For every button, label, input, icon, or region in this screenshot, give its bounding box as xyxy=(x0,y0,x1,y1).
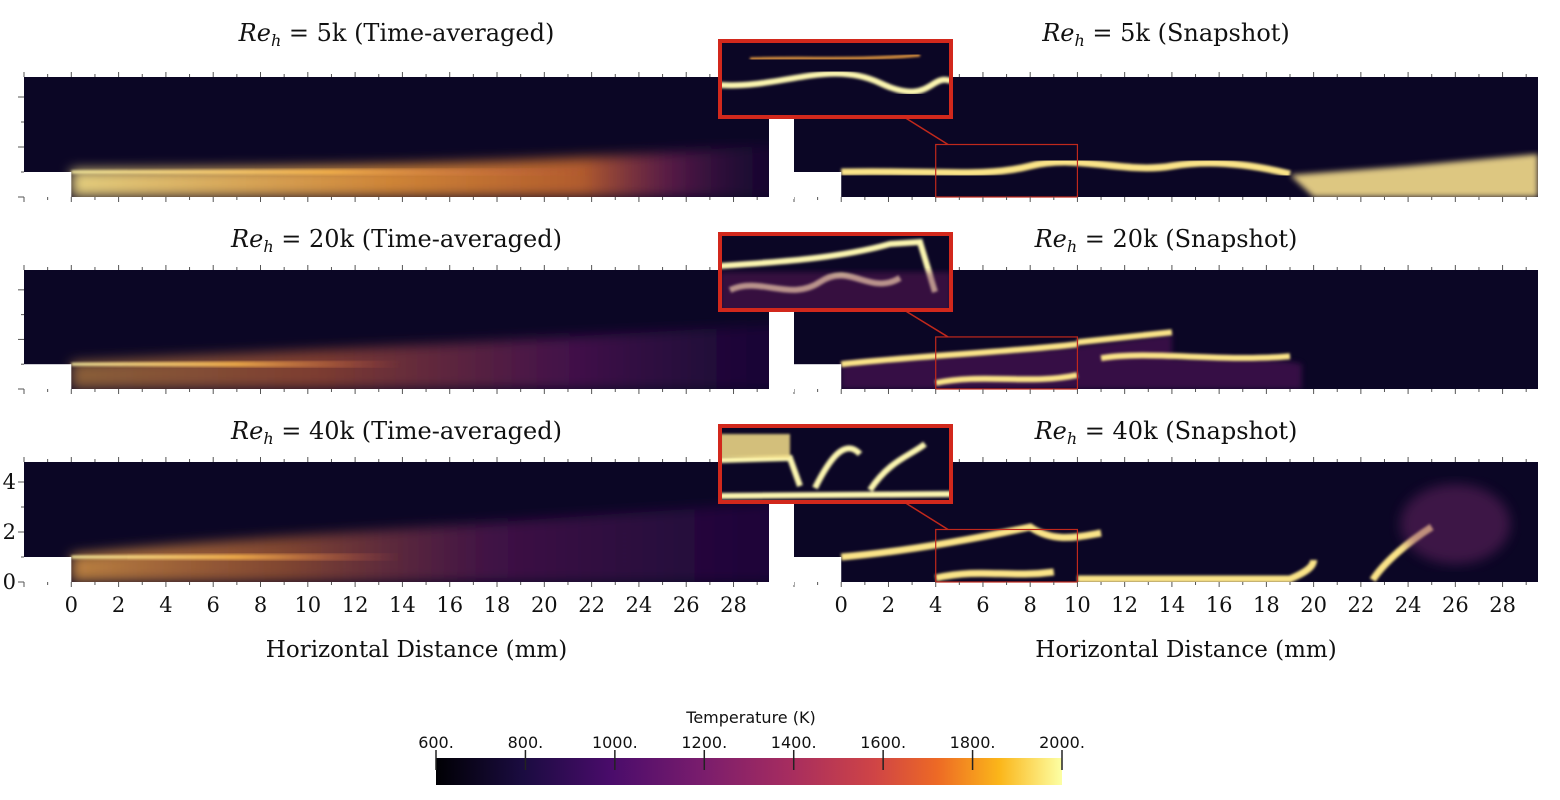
temperature-field xyxy=(840,329,1302,389)
colorbar-tick-label: 1800. xyxy=(950,733,996,752)
temperature-field xyxy=(71,144,769,197)
inlet-step xyxy=(794,557,842,582)
panel-title: Reh = 20k (Time-averaged) xyxy=(230,225,562,256)
x-tick-label: 8 xyxy=(254,593,267,617)
flame-filaments xyxy=(840,523,1434,582)
panel-title: Reh = 40k (Snapshot) xyxy=(1034,417,1298,448)
x-tick-label: 2 xyxy=(882,593,895,617)
x-tick-label: 24 xyxy=(626,593,653,617)
colorbar-title: Temperature (K) xyxy=(685,708,815,727)
colorbar-tick-label: 2000. xyxy=(1039,733,1085,752)
panel-re20-avg: Reh = 20k (Time-averaged) xyxy=(18,225,769,394)
x-tick-label: 28 xyxy=(1489,593,1516,617)
flame-filaments xyxy=(840,329,1291,386)
x-tick-label: 10 xyxy=(294,593,321,617)
mixing-layer xyxy=(841,334,1302,389)
x-tick-label: 4 xyxy=(929,593,942,617)
temperature-field xyxy=(840,484,1511,582)
x-tick-label: 22 xyxy=(578,593,605,617)
mean-jet-plume xyxy=(71,324,769,389)
colorbar-tick-label: 1000. xyxy=(592,733,638,752)
x-tick-label: 16 xyxy=(436,593,463,617)
x-tick-label: 6 xyxy=(976,593,989,617)
hot-pocket xyxy=(1400,484,1511,564)
x-axis-label: Horizontal Distance (mm) xyxy=(1035,637,1336,663)
x-axis-label: Horizontal Distance (mm) xyxy=(266,637,567,663)
y-tick-label: 4 xyxy=(3,470,16,494)
frame-ticks xyxy=(18,265,758,394)
temperature-field xyxy=(841,154,1538,197)
x-tick-label: 8 xyxy=(1024,593,1037,617)
zoom-inset xyxy=(718,424,953,531)
x-tick-label: 6 xyxy=(207,593,220,617)
zoom-inset xyxy=(718,232,953,338)
jet-core xyxy=(71,167,594,177)
colorbar-tick-label: 800. xyxy=(508,733,544,752)
x-tick-label: 26 xyxy=(1442,593,1469,617)
downstream-hot-region xyxy=(1290,154,1538,197)
x-tick-label: 12 xyxy=(1111,593,1138,617)
colorbar xyxy=(436,758,1062,785)
inlet-step xyxy=(24,172,72,197)
x-tick-label: 28 xyxy=(720,593,747,617)
jet-core xyxy=(71,552,404,562)
colorbar-tick-label: 1200. xyxy=(681,733,727,752)
x-tick-label: 0 xyxy=(65,593,78,617)
x-tick-label: 0 xyxy=(835,593,848,617)
panel-title: Reh = 20k (Snapshot) xyxy=(1034,225,1298,256)
panel-title: Reh = 5k (Time-averaged) xyxy=(238,19,555,50)
inlet-step xyxy=(794,172,842,197)
panel-title: Reh = 5k (Snapshot) xyxy=(1041,19,1290,50)
x-tick-label: 2 xyxy=(112,593,125,617)
inlet-step xyxy=(794,364,842,389)
x-tick-label: 22 xyxy=(1347,593,1374,617)
x-tick-label: 10 xyxy=(1064,593,1091,617)
x-tick-label: 20 xyxy=(531,593,558,617)
x-tick-label: 20 xyxy=(1300,593,1327,617)
colorbar-tick-label: 600. xyxy=(418,733,454,752)
colorbar-tick-label: 1600. xyxy=(860,733,906,752)
panel-re40-avg: Reh = 40k (Time-averaged) xyxy=(18,417,769,587)
y-tick-label: 2 xyxy=(3,520,16,544)
x-tick-label: 4 xyxy=(159,593,172,617)
y-tick-label: 0 xyxy=(3,570,16,594)
x-tick-label: 14 xyxy=(389,593,416,617)
temperature-field xyxy=(71,502,769,582)
inlet-step xyxy=(24,557,72,582)
temperature-field xyxy=(71,324,769,389)
frame-ticks xyxy=(18,72,758,202)
x-tick-label: 16 xyxy=(1206,593,1233,617)
colorbar-tick-label: 1400. xyxy=(771,733,817,752)
inlet-step xyxy=(24,364,72,389)
x-tick-label: 12 xyxy=(342,593,369,617)
x-tick-label: 18 xyxy=(1253,593,1280,617)
x-tick-label: 24 xyxy=(1395,593,1422,617)
jet-core xyxy=(71,359,404,369)
flame-sheet xyxy=(841,158,1291,178)
panel-re5-avg: Reh = 5k (Time-averaged) xyxy=(18,19,769,202)
zoom-inset xyxy=(718,39,953,146)
x-tick-label: 14 xyxy=(1159,593,1186,617)
panel-title: Reh = 40k (Time-averaged) xyxy=(230,417,562,448)
x-tick-label: 26 xyxy=(673,593,700,617)
mean-jet-plume xyxy=(71,502,769,582)
x-tick-label: 18 xyxy=(484,593,511,617)
